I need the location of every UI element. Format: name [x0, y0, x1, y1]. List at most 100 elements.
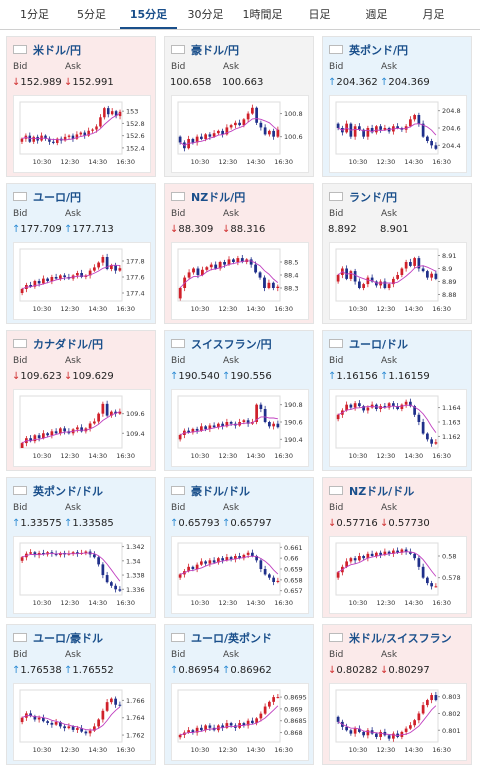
- candle-body: [409, 725, 412, 729]
- bid-value: ↑1.16156: [328, 371, 378, 382]
- x-tick-label: 16:30: [274, 746, 293, 754]
- currency-card[interactable]: 英ポンド/ドル Bid Ask ↑1.33575 ↑1.33585 1.342 1…: [6, 477, 156, 618]
- candle-body: [196, 268, 200, 275]
- pair-title[interactable]: 英ポンド/円: [349, 44, 409, 57]
- currency-card[interactable]: 豪ドル/円 Bid Ask 100.658 100.663 100.8 100.6…: [164, 36, 314, 177]
- pair-title[interactable]: ユーロ/円: [33, 191, 82, 204]
- currency-card[interactable]: ランド/円 Bid Ask 8.892 8.901 8.91 8.9 8.89 8.8…: [322, 183, 472, 324]
- tab-0[interactable]: 1分足: [20, 8, 49, 21]
- candle-body: [114, 111, 118, 117]
- x-tick-label: 16:30: [432, 158, 451, 166]
- price-chart[interactable]: 177.8 177.6 177.4 10:30 12:30 14:30 16:30: [13, 242, 151, 320]
- chart-svg: 204.8 204.6 204.4 10:30 12:30 14:30 16:30: [335, 101, 461, 166]
- price-chart[interactable]: 1.164 1.163 1.162 10:30 12:30 14:30 16:30: [329, 389, 467, 467]
- candle-body: [396, 406, 399, 409]
- y-tick-label: 152.4: [126, 144, 145, 152]
- bid-label: Bid: [171, 209, 186, 219]
- currency-card[interactable]: NZドル/円 Bid Ask ↓88.309 ↓88.316 88.5 88.4 8…: [164, 183, 314, 324]
- candle-body: [178, 435, 182, 440]
- price-chart[interactable]: 0.58 0.578 10:30 12:30 14:30 16:30: [329, 536, 467, 614]
- currency-card[interactable]: 英ポンド/円 Bid Ask ↑204.362 ↑204.369 204.8 20…: [322, 36, 472, 177]
- candle-body: [80, 728, 83, 732]
- candle-body: [118, 111, 122, 117]
- candle-body: [59, 275, 62, 279]
- currency-card[interactable]: NZドル/ドル Bid Ask ↓0.57716 ↓0.57730 0.58 0.…: [322, 477, 472, 618]
- arrow-up-icon: ↑: [12, 518, 21, 529]
- price-chart[interactable]: 8.91 8.9 8.89 8.88 10:30 12:30 14:30 16:30: [329, 242, 467, 320]
- currency-card[interactable]: ユーロ/英ポンド Bid Ask ↑0.86954 ↑0.86962 0.869…: [164, 624, 314, 765]
- price-chart[interactable]: 190.8 190.6 190.4 10:30 12:30 14:30 16:30: [171, 389, 309, 467]
- candle-body: [421, 705, 425, 714]
- pair-title[interactable]: ユーロ/豪ドル: [33, 632, 104, 645]
- candle-body: [434, 442, 438, 444]
- candle-body: [178, 574, 182, 578]
- currency-card[interactable]: カナダドル/円 Bid Ask ↓109.623 ↓109.629 109.6 1…: [6, 330, 156, 471]
- price-chart[interactable]: 100.8 100.6 10:30 12:30 14:30 16:30: [171, 95, 309, 173]
- currency-card[interactable]: 米ドル/スイスフラン Bid Ask ↓0.80282 ↓0.80297 0.8…: [322, 624, 472, 765]
- x-tick-label: 10:30: [191, 452, 210, 460]
- pair-title[interactable]: カナダドル/円: [33, 338, 104, 351]
- tab-3[interactable]: 30分足: [187, 8, 224, 21]
- candle-body: [358, 556, 361, 561]
- candle-body: [218, 262, 222, 269]
- tab-1[interactable]: 5分足: [77, 8, 106, 21]
- pair-title[interactable]: ユーロ/英ポンド: [191, 632, 273, 645]
- candle-body: [221, 423, 224, 427]
- plot-area: [177, 689, 281, 743]
- y-tick-label: 204.4: [442, 142, 461, 150]
- pair-title[interactable]: 豪ドル/円: [191, 44, 240, 57]
- pair-title[interactable]: ランド/円: [349, 191, 398, 204]
- price-chart[interactable]: 1.766 1.764 1.762 10:30 12:30 14:30 16:30: [13, 683, 151, 761]
- pair-title[interactable]: 英ポンド/ドル: [33, 485, 104, 498]
- currency-card[interactable]: 豪ドル/ドル Bid Ask ↑0.65793 ↑0.65797 0.661 0.…: [164, 477, 314, 618]
- x-tick-label: 12:30: [376, 452, 395, 460]
- x-tick-label: 16:30: [274, 305, 293, 313]
- tab-4[interactable]: 1時間足: [242, 8, 283, 21]
- candle-body: [232, 259, 235, 262]
- price-chart[interactable]: 88.5 88.4 88.3 10:30 12:30 14:30 16:30: [171, 242, 309, 320]
- pair-title[interactable]: 米ドル/円: [33, 44, 82, 57]
- pair-title[interactable]: ユーロ/ドル: [349, 338, 409, 351]
- currency-card[interactable]: 米ドル/円 Bid Ask ↓152.989 ↓152.991 153 152.8…: [6, 36, 156, 177]
- tab-5[interactable]: 日足: [308, 8, 331, 21]
- x-tick-label: 14:30: [88, 305, 107, 313]
- candle-body: [32, 136, 35, 142]
- pair-title[interactable]: スイスフラン/円: [191, 338, 272, 351]
- arrow-up-icon: ↑: [380, 77, 389, 88]
- candle-body: [379, 281, 382, 286]
- price-chart[interactable]: 1.342 1.34 1.338 1.336 10:30 12:30 14:30 16:30: [13, 536, 151, 614]
- price-chart[interactable]: 0.803 0.802 0.801 10:30 12:30 14:30 16:30: [329, 683, 467, 761]
- currency-card[interactable]: スイスフラン/円 Bid Ask ↑190.540 ↑190.556 190.8…: [164, 330, 314, 471]
- tab-2[interactable]: 15分足: [120, 0, 177, 29]
- candle-body: [87, 130, 90, 136]
- pair-title[interactable]: 豪ドル/ドル: [191, 485, 251, 498]
- tab-6[interactable]: 週足: [365, 8, 388, 21]
- currency-card[interactable]: ユーロ/ドル Bid Ask ↑1.16156 ↑1.16159 1.164 1.…: [322, 330, 472, 471]
- x-tick-label: 10:30: [33, 599, 52, 607]
- moving-average-line: [179, 118, 279, 146]
- price-chart[interactable]: 204.8 204.6 204.4 10:30 12:30 14:30 16:30: [329, 95, 467, 173]
- pair-title[interactable]: NZドル/ドル: [349, 485, 415, 498]
- chart-svg: 177.8 177.6 177.4 10:30 12:30 14:30 16:30: [19, 248, 145, 313]
- pair-title[interactable]: 米ドル/スイスフラン: [349, 632, 452, 645]
- currency-card[interactable]: ユーロ/豪ドル Bid Ask ↑1.76538 ↑1.76552 1.766 1…: [6, 624, 156, 765]
- candle-body: [99, 117, 102, 127]
- bid-value: 100.658: [170, 77, 212, 88]
- candle-body: [392, 278, 395, 285]
- candle-body: [400, 549, 404, 553]
- price-chart[interactable]: 153 152.8 152.6 152.4 10:30 12:30 14:30 16:30: [13, 95, 151, 173]
- candle-body: [413, 720, 416, 726]
- tab-7[interactable]: 月足: [422, 8, 445, 21]
- x-tick-label: 12:30: [60, 158, 79, 166]
- price-chart[interactable]: 109.6 109.4 10:30 12:30 14:30 16:30: [13, 389, 151, 467]
- pair-title[interactable]: NZドル/円: [191, 191, 246, 204]
- candle-body: [118, 411, 122, 414]
- bid-value: ↑0.86954: [170, 665, 220, 676]
- ask-value: 100.663: [222, 77, 264, 88]
- price-chart[interactable]: 0.661 0.66 0.659 0.658 0.657 10:30 12:30 14:30 1…: [171, 536, 309, 614]
- currency-card[interactable]: ユーロ/円 Bid Ask ↑177.709 ↑177.713 177.8 177…: [6, 183, 156, 324]
- candle-body: [101, 564, 105, 576]
- price-chart[interactable]: 0.8695 0.869 0.8685 0.868 10:30 12:30 14:30 16:…: [171, 683, 309, 761]
- x-tick-label: 12:30: [60, 746, 79, 754]
- eu-uk-flag-icon: [171, 633, 185, 642]
